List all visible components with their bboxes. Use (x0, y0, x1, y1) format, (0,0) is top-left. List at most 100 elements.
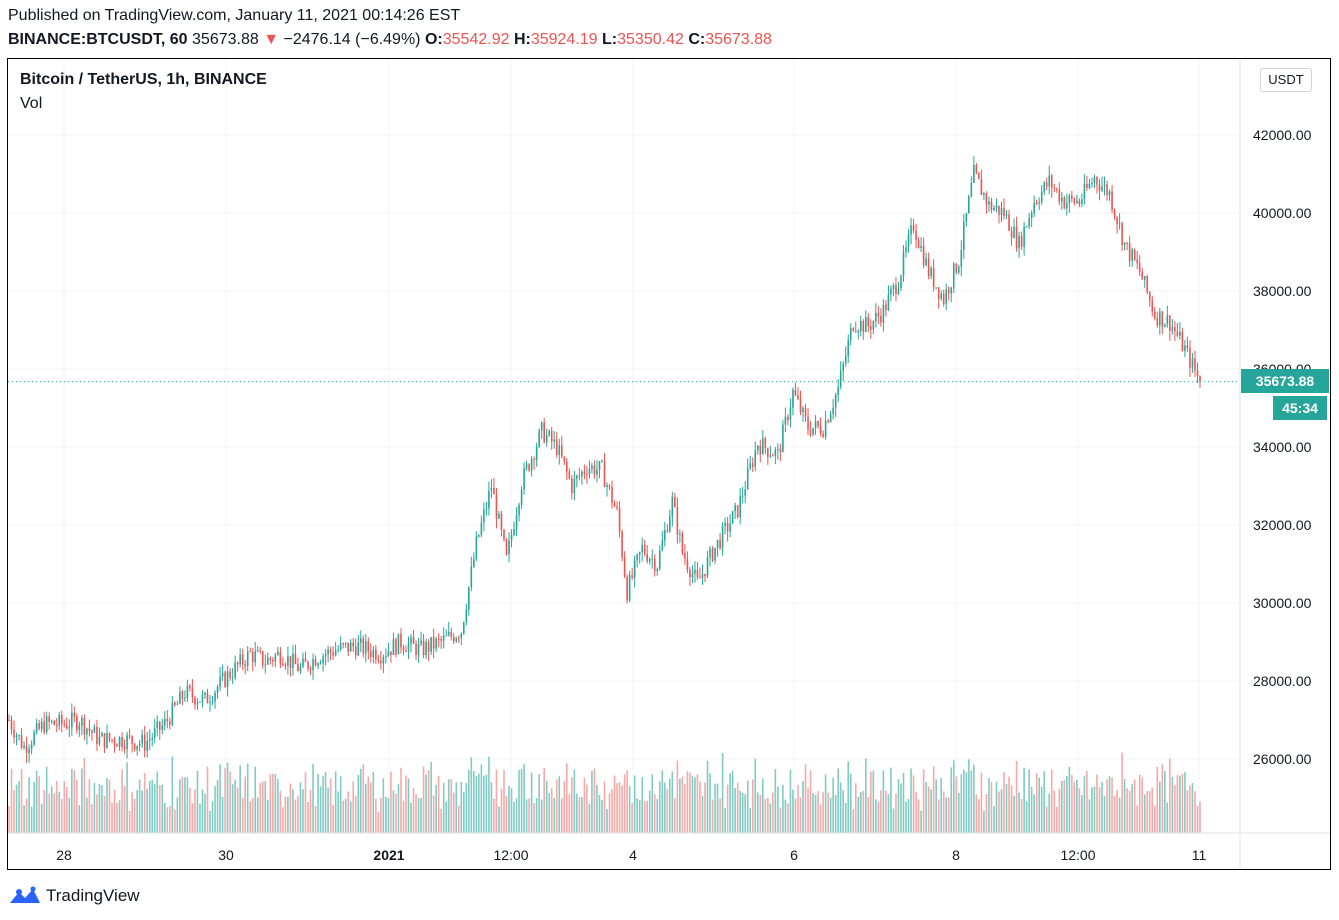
volume-bar (163, 802, 166, 833)
volume-bar (309, 789, 312, 833)
volume-bar (761, 778, 764, 833)
volume-legend[interactable]: Vol (20, 95, 43, 112)
candle-up (837, 386, 839, 395)
volume-bar (382, 778, 385, 833)
volume-bar (1081, 795, 1083, 833)
volume-bar (249, 801, 252, 833)
candle-up (30, 744, 33, 749)
volume-bar (1146, 791, 1149, 833)
volume-bar (272, 773, 274, 833)
candle-up (287, 656, 289, 666)
volume-bar (123, 786, 126, 833)
candle-up (636, 554, 638, 561)
volume-bar (191, 802, 194, 833)
candle-down (1086, 183, 1088, 188)
candle-down (1116, 217, 1118, 225)
volume-bar (274, 774, 277, 833)
volume-bar (224, 767, 226, 833)
candle-down (206, 692, 209, 704)
volume-bar (176, 797, 179, 833)
candle-up (1068, 195, 1071, 203)
candle-down (1010, 230, 1013, 238)
volume-bar (915, 791, 917, 833)
volume-bar (302, 789, 304, 833)
volume-bar (1023, 767, 1025, 833)
volume-bar (1076, 779, 1078, 833)
candle-up (317, 663, 319, 666)
volume-bar (520, 768, 523, 833)
chart-legend-title[interactable]: Bitcoin / TetherUS, 1h, BINANCE (20, 71, 267, 88)
candle-up (709, 548, 711, 558)
volume-bar (613, 775, 616, 833)
volume-bar (797, 784, 799, 833)
price-axis[interactable]: 26000.00 28000.00 30000.00 32000.00 34000.00… (1253, 127, 1312, 767)
candle-up (598, 461, 601, 470)
candle-up (669, 516, 671, 532)
volume-bar (1184, 772, 1186, 833)
candle-down (1128, 242, 1131, 261)
candle-up (417, 643, 420, 656)
candle-down (1096, 177, 1098, 185)
volume-bar (751, 779, 754, 833)
volume-bar (920, 810, 922, 833)
candle-down (583, 471, 586, 474)
volume-bar (349, 801, 352, 833)
candle-down (978, 172, 980, 179)
candle-up (545, 435, 548, 443)
candle-up (430, 637, 432, 652)
volume-bar (490, 782, 493, 833)
volume-bar (289, 783, 292, 833)
volume-bar (211, 801, 214, 833)
candle-down (269, 657, 272, 660)
currency-badge[interactable]: USDT (1260, 68, 1312, 92)
volume-bar (1033, 794, 1035, 833)
candle-up (814, 421, 817, 428)
volume-bar (839, 782, 842, 833)
volume-bar (478, 773, 480, 833)
candle-down (241, 654, 244, 665)
candle-down (528, 464, 530, 471)
candle-up (515, 515, 518, 529)
candle-down (623, 557, 626, 577)
volume-bar (1161, 764, 1164, 833)
volume-bar (136, 789, 138, 833)
volume-bar (872, 770, 875, 833)
candle-down (686, 558, 689, 570)
volume-bar (822, 792, 824, 833)
candle-up (892, 284, 895, 289)
candle-up (1179, 331, 1181, 336)
volume-bar (174, 809, 176, 833)
candle-down (236, 662, 239, 665)
volume-bar (912, 775, 915, 833)
candle-down (76, 716, 78, 730)
volume-bar (769, 803, 772, 833)
volume-bar (422, 766, 425, 833)
candle-up (498, 513, 500, 519)
candle-up (357, 642, 360, 656)
volume-bar (1103, 796, 1106, 833)
candle-up (606, 485, 608, 488)
volume-bar (741, 792, 744, 833)
candle-up (33, 732, 35, 745)
candle-up (1184, 345, 1186, 351)
volume-bar (922, 769, 925, 833)
volume-bar (824, 774, 827, 833)
candle-up (1143, 276, 1146, 280)
price-axis-label: 38000.00 (1253, 283, 1312, 299)
time-axis[interactable]: 28 30 2021 12:00 4 6 8 12:00 11 (56, 847, 1206, 863)
volume-bar (518, 770, 520, 833)
volume-bar (473, 770, 475, 833)
volume-bar (1118, 797, 1121, 833)
volume-bar (1050, 769, 1053, 833)
candle-down (169, 721, 171, 725)
time-axis-label: 12:00 (493, 847, 528, 863)
volume-bar (405, 775, 407, 833)
high-label: H: (513, 31, 531, 48)
footer-brand[interactable]: TradingView (8, 884, 140, 908)
candle-up (581, 471, 583, 477)
volume-bar (955, 776, 958, 833)
volume-bar (319, 786, 322, 833)
candle-up (1043, 182, 1046, 192)
volume-bar (226, 762, 229, 833)
